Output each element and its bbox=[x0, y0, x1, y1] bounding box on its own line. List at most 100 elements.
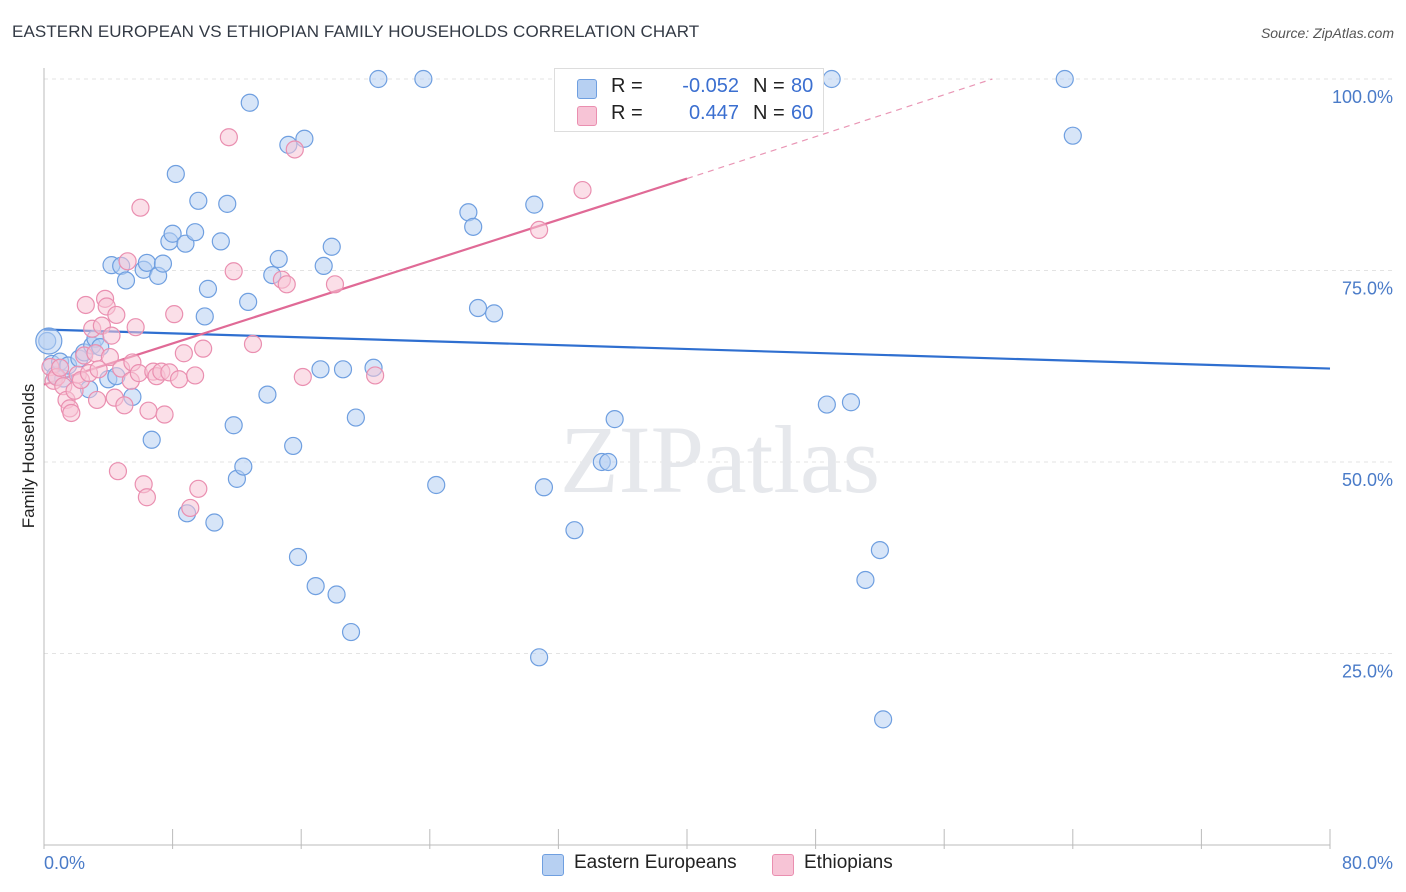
point-eastern-european bbox=[870, 540, 890, 560]
legend-r-value: -0.052 bbox=[682, 75, 739, 97]
point-ethiopian bbox=[186, 366, 205, 385]
source-label: Source: ZipAtlas.com bbox=[1260, 25, 1394, 41]
point-eastern-european bbox=[218, 194, 237, 213]
point-ethiopian bbox=[50, 358, 70, 377]
grid-lines bbox=[44, 78, 1392, 654]
bottom-legend-swatch bbox=[542, 854, 564, 876]
trend-line-ethiopians-extension bbox=[686, 78, 993, 180]
x-tick-label: 80.0% bbox=[1342, 853, 1393, 873]
point-ethiopian bbox=[325, 275, 345, 294]
point-eastern-european bbox=[211, 232, 230, 251]
point-eastern-european bbox=[534, 478, 554, 497]
point-ethiopian bbox=[62, 403, 81, 423]
legend-swatch-eastern-europeans bbox=[577, 79, 597, 99]
point-eastern-european bbox=[817, 395, 836, 414]
point-eastern-european bbox=[322, 237, 341, 256]
trend-lines bbox=[43, 78, 1331, 386]
point-eastern-european bbox=[314, 256, 333, 276]
point-eastern-european bbox=[306, 576, 325, 596]
point-ethiopian bbox=[131, 198, 150, 217]
legend-n-value: 60 bbox=[791, 102, 814, 124]
legend-r-value: 0.447 bbox=[688, 102, 739, 124]
point-ethiopian bbox=[100, 347, 120, 367]
point-eastern-european bbox=[234, 457, 253, 476]
point-eastern-european bbox=[35, 327, 63, 355]
point-ethiopian bbox=[102, 326, 121, 345]
point-eastern-european bbox=[530, 648, 549, 667]
point-ethiopian bbox=[219, 128, 238, 147]
bottom-legend-swatch bbox=[772, 854, 794, 876]
legend-n-label: N = bbox=[753, 102, 785, 124]
point-eastern-european bbox=[239, 292, 258, 312]
point-eastern-european bbox=[166, 164, 185, 184]
point-ethiopian bbox=[243, 334, 263, 354]
bottom-legend-label: Eastern Europeans bbox=[574, 852, 737, 873]
tick-labels: 25.0% 50.0% 75.0% 100.0% 0.0% 80.0% bbox=[44, 87, 1393, 873]
point-eastern-european bbox=[142, 430, 161, 449]
point-eastern-european bbox=[333, 360, 353, 379]
point-ethiopian bbox=[126, 318, 145, 337]
point-eastern-european bbox=[195, 307, 214, 326]
point-eastern-european bbox=[205, 513, 224, 532]
point-ethiopian bbox=[115, 396, 134, 415]
point-ethiopian bbox=[118, 252, 137, 271]
bottom-legend-label: Ethiopians bbox=[804, 852, 893, 873]
point-eastern-european bbox=[189, 191, 208, 210]
point-eastern-european bbox=[856, 570, 875, 590]
point-eastern-european bbox=[240, 93, 259, 112]
y-tick-label: 50.0% bbox=[1342, 470, 1393, 490]
point-ethiopian bbox=[137, 488, 156, 507]
point-eastern-european bbox=[116, 271, 136, 290]
point-eastern-european bbox=[1055, 69, 1074, 89]
point-eastern-european bbox=[258, 385, 277, 404]
point-ethiopian bbox=[530, 220, 549, 240]
point-ethiopian bbox=[573, 180, 592, 200]
point-eastern-european bbox=[341, 622, 361, 642]
point-ethiopian bbox=[108, 462, 128, 481]
y-tick-label: 75.0% bbox=[1342, 279, 1393, 299]
point-eastern-european bbox=[224, 416, 243, 435]
point-eastern-european bbox=[346, 408, 365, 427]
legend-r-label: R = bbox=[611, 75, 643, 97]
point-eastern-european bbox=[599, 452, 618, 472]
point-ethiopian bbox=[277, 275, 296, 294]
point-ethiopian bbox=[169, 370, 189, 389]
point-eastern-european bbox=[163, 224, 182, 243]
point-eastern-european bbox=[427, 475, 446, 495]
point-eastern-european bbox=[874, 710, 893, 729]
point-ethiopian bbox=[366, 366, 385, 385]
point-eastern-european bbox=[284, 436, 303, 456]
x-tick-label: 0.0% bbox=[44, 853, 85, 873]
point-ethiopian bbox=[76, 295, 95, 315]
point-ethiopian bbox=[189, 479, 208, 498]
correlation-legend: R = -0.052 N = 80 R = 0.447 N = 60 bbox=[554, 68, 824, 132]
chart-title: EASTERN EUROPEAN VS ETHIOPIAN FAMILY HOU… bbox=[12, 22, 700, 41]
legend-n-label: N = bbox=[753, 75, 785, 97]
point-eastern-european bbox=[822, 69, 841, 89]
point-eastern-european bbox=[414, 69, 433, 89]
point-eastern-european bbox=[525, 195, 544, 214]
point-ethiopian bbox=[89, 360, 108, 379]
point-eastern-european bbox=[186, 223, 205, 242]
y-tick-label: 25.0% bbox=[1342, 662, 1393, 682]
trend-line-eastern-europeans bbox=[43, 328, 1331, 370]
point-ethiopian bbox=[181, 498, 200, 518]
point-eastern-european bbox=[565, 521, 584, 540]
legend-swatch-ethiopians bbox=[577, 106, 597, 126]
y-tick-label: 100.0% bbox=[1332, 87, 1393, 107]
point-eastern-european bbox=[269, 249, 288, 269]
point-ethiopian bbox=[107, 305, 126, 325]
point-eastern-european bbox=[841, 393, 861, 412]
data-points bbox=[35, 69, 1082, 729]
point-ethiopian bbox=[285, 140, 304, 159]
y-axis-label: Family Households bbox=[19, 384, 38, 529]
point-ethiopian bbox=[174, 344, 193, 363]
point-ethiopian bbox=[293, 367, 312, 387]
point-ethiopian bbox=[165, 305, 184, 324]
point-eastern-european bbox=[1063, 126, 1082, 145]
axes bbox=[43, 68, 1331, 849]
point-eastern-european bbox=[369, 69, 388, 89]
point-ethiopian bbox=[155, 405, 174, 424]
point-eastern-european bbox=[468, 298, 488, 318]
